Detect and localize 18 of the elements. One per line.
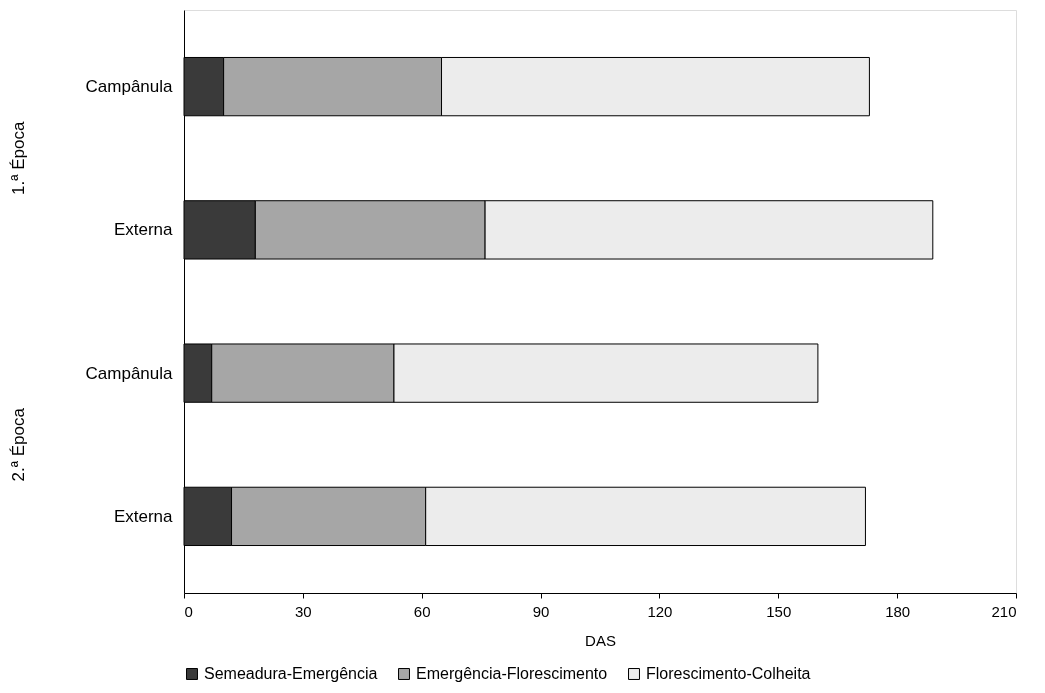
legend-label: Semeadura-Emergência <box>204 665 378 682</box>
x-tick-label: 60 <box>413 602 431 620</box>
x-tick-label: 210 <box>991 602 1017 620</box>
y-tick-label: Campânula <box>85 363 174 383</box>
x-tick-label: 90 <box>532 602 550 620</box>
y-tick-label: Campânula <box>85 77 174 97</box>
legend-label: Emergência-Florescimento <box>416 665 608 682</box>
x-axis-title: DAS <box>585 631 616 649</box>
y-tick-label: Externa <box>113 506 174 526</box>
text: 2.ª Época <box>9 407 28 482</box>
x-tick-label: 30 <box>295 602 312 620</box>
y-tick-label: Externa <box>113 220 174 240</box>
x-tick-label: 150 <box>766 602 792 620</box>
text: 1.ª Época <box>9 121 28 195</box>
x-tick-label: 180 <box>885 602 911 620</box>
legend-label: Florescimento-Colheita <box>646 665 811 682</box>
x-tick-label: 0 <box>184 602 193 620</box>
x-tick-label: 120 <box>647 602 673 620</box>
